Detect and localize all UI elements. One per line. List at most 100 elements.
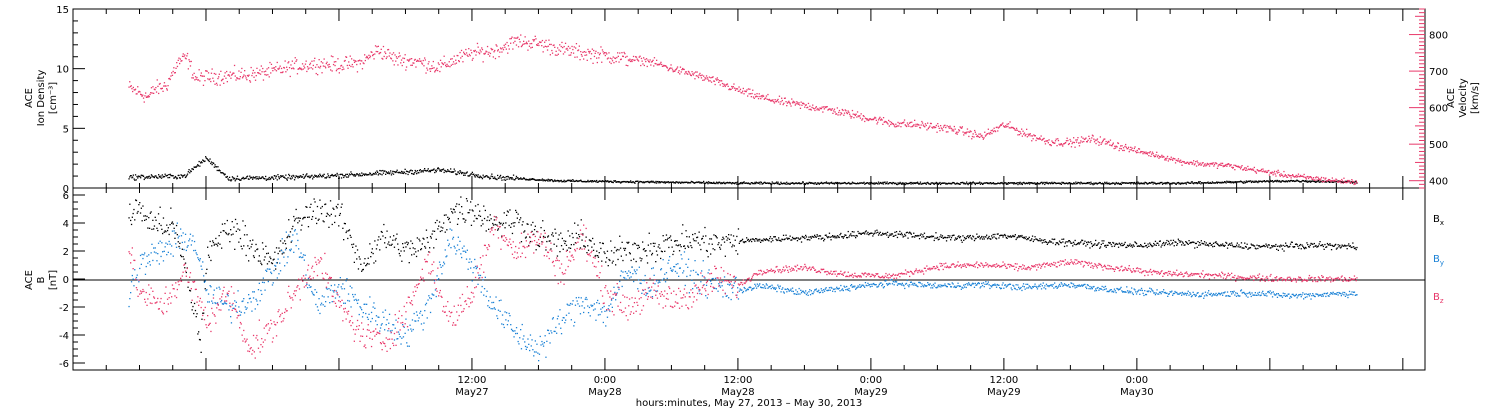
density-point [653, 181, 656, 184]
density-point [881, 183, 883, 185]
density-point [1258, 180, 1260, 182]
bx-point [826, 235, 828, 238]
velocity-point [832, 112, 834, 114]
density-point [1275, 179, 1277, 182]
bx-point [1066, 245, 1068, 247]
bx-point [741, 239, 743, 242]
density-point [643, 181, 645, 183]
density-point [1158, 182, 1160, 184]
velocity-point [166, 88, 168, 90]
density-point [812, 182, 814, 184]
velocity-point [355, 60, 357, 62]
velocity-point [690, 74, 692, 76]
density-point [333, 174, 335, 176]
velocity-point [954, 128, 956, 130]
density-point [294, 177, 296, 179]
velocity-point [1239, 166, 1241, 168]
bx-point [644, 250, 646, 252]
density-point [507, 176, 510, 178]
velocity-point [1076, 139, 1078, 141]
density-point [1033, 182, 1035, 184]
density-point [755, 182, 757, 185]
velocity-point [203, 75, 205, 77]
density-point [528, 179, 530, 181]
bx-point [864, 233, 866, 235]
velocity-point [877, 121, 879, 123]
density-point [615, 181, 617, 183]
density-point [1002, 183, 1004, 185]
velocity-point [1067, 139, 1069, 142]
velocity-point [303, 65, 305, 67]
density-point [312, 178, 314, 180]
velocity-point [1289, 175, 1291, 177]
density-point [985, 182, 987, 184]
bx-point [1151, 245, 1153, 248]
density-point [1127, 182, 1129, 184]
density-point [140, 174, 142, 176]
bx-point [287, 235, 289, 238]
density-point [489, 178, 491, 180]
bx-point [361, 269, 364, 271]
velocity-point [700, 77, 703, 79]
density-point [546, 179, 548, 181]
bx-point [1004, 235, 1007, 237]
density-point [635, 180, 637, 183]
velocity-point [747, 95, 749, 97]
velocity-point [837, 114, 839, 116]
velocity-point [332, 56, 334, 58]
density-point [356, 173, 359, 175]
velocity-point [844, 109, 846, 111]
velocity-point [940, 127, 942, 129]
density-point [1096, 183, 1098, 185]
bx-point [1160, 246, 1162, 248]
velocity-point [413, 59, 416, 61]
density-point [172, 175, 174, 177]
density-point [843, 182, 845, 184]
velocity-point [567, 49, 569, 51]
velocity-point [403, 61, 405, 63]
velocity-point [878, 117, 880, 120]
density-point [437, 167, 439, 169]
bx-point [1062, 241, 1064, 243]
bx-point [808, 236, 810, 238]
bx-point [207, 254, 210, 256]
velocity-point [737, 90, 739, 92]
velocity-point [155, 91, 158, 93]
density-point [310, 175, 312, 177]
velocity-point [744, 90, 747, 93]
bx-point [875, 232, 877, 234]
density-point [1121, 181, 1123, 184]
density-point [643, 182, 645, 184]
velocity-point [1107, 141, 1109, 144]
density-point [197, 164, 199, 166]
density-point [1232, 182, 1234, 184]
bx-point [146, 215, 148, 218]
bx-point [789, 235, 791, 237]
bx-point [464, 221, 466, 223]
velocity-point [1280, 173, 1282, 175]
bx-point [128, 217, 130, 219]
density-point [961, 182, 963, 184]
bx-point [1009, 236, 1011, 238]
velocity-point [1286, 176, 1288, 178]
density-point [307, 176, 309, 178]
density-point [453, 168, 455, 170]
density-point [951, 182, 953, 184]
velocity-point [924, 123, 927, 125]
density-point [1039, 182, 1041, 184]
density-point [224, 173, 226, 175]
density-point [581, 181, 583, 183]
bx-point [212, 241, 215, 244]
bx-point [168, 233, 170, 236]
density-point [1268, 181, 1271, 183]
bx-point [301, 224, 303, 226]
density-point [1215, 182, 1217, 184]
density-point [1306, 180, 1308, 182]
density-point [1325, 180, 1327, 183]
bx-point [1018, 235, 1020, 237]
bx-point [998, 237, 1000, 239]
velocity-point [1070, 140, 1072, 142]
bx-point [375, 248, 378, 250]
velocity-point [334, 64, 336, 67]
